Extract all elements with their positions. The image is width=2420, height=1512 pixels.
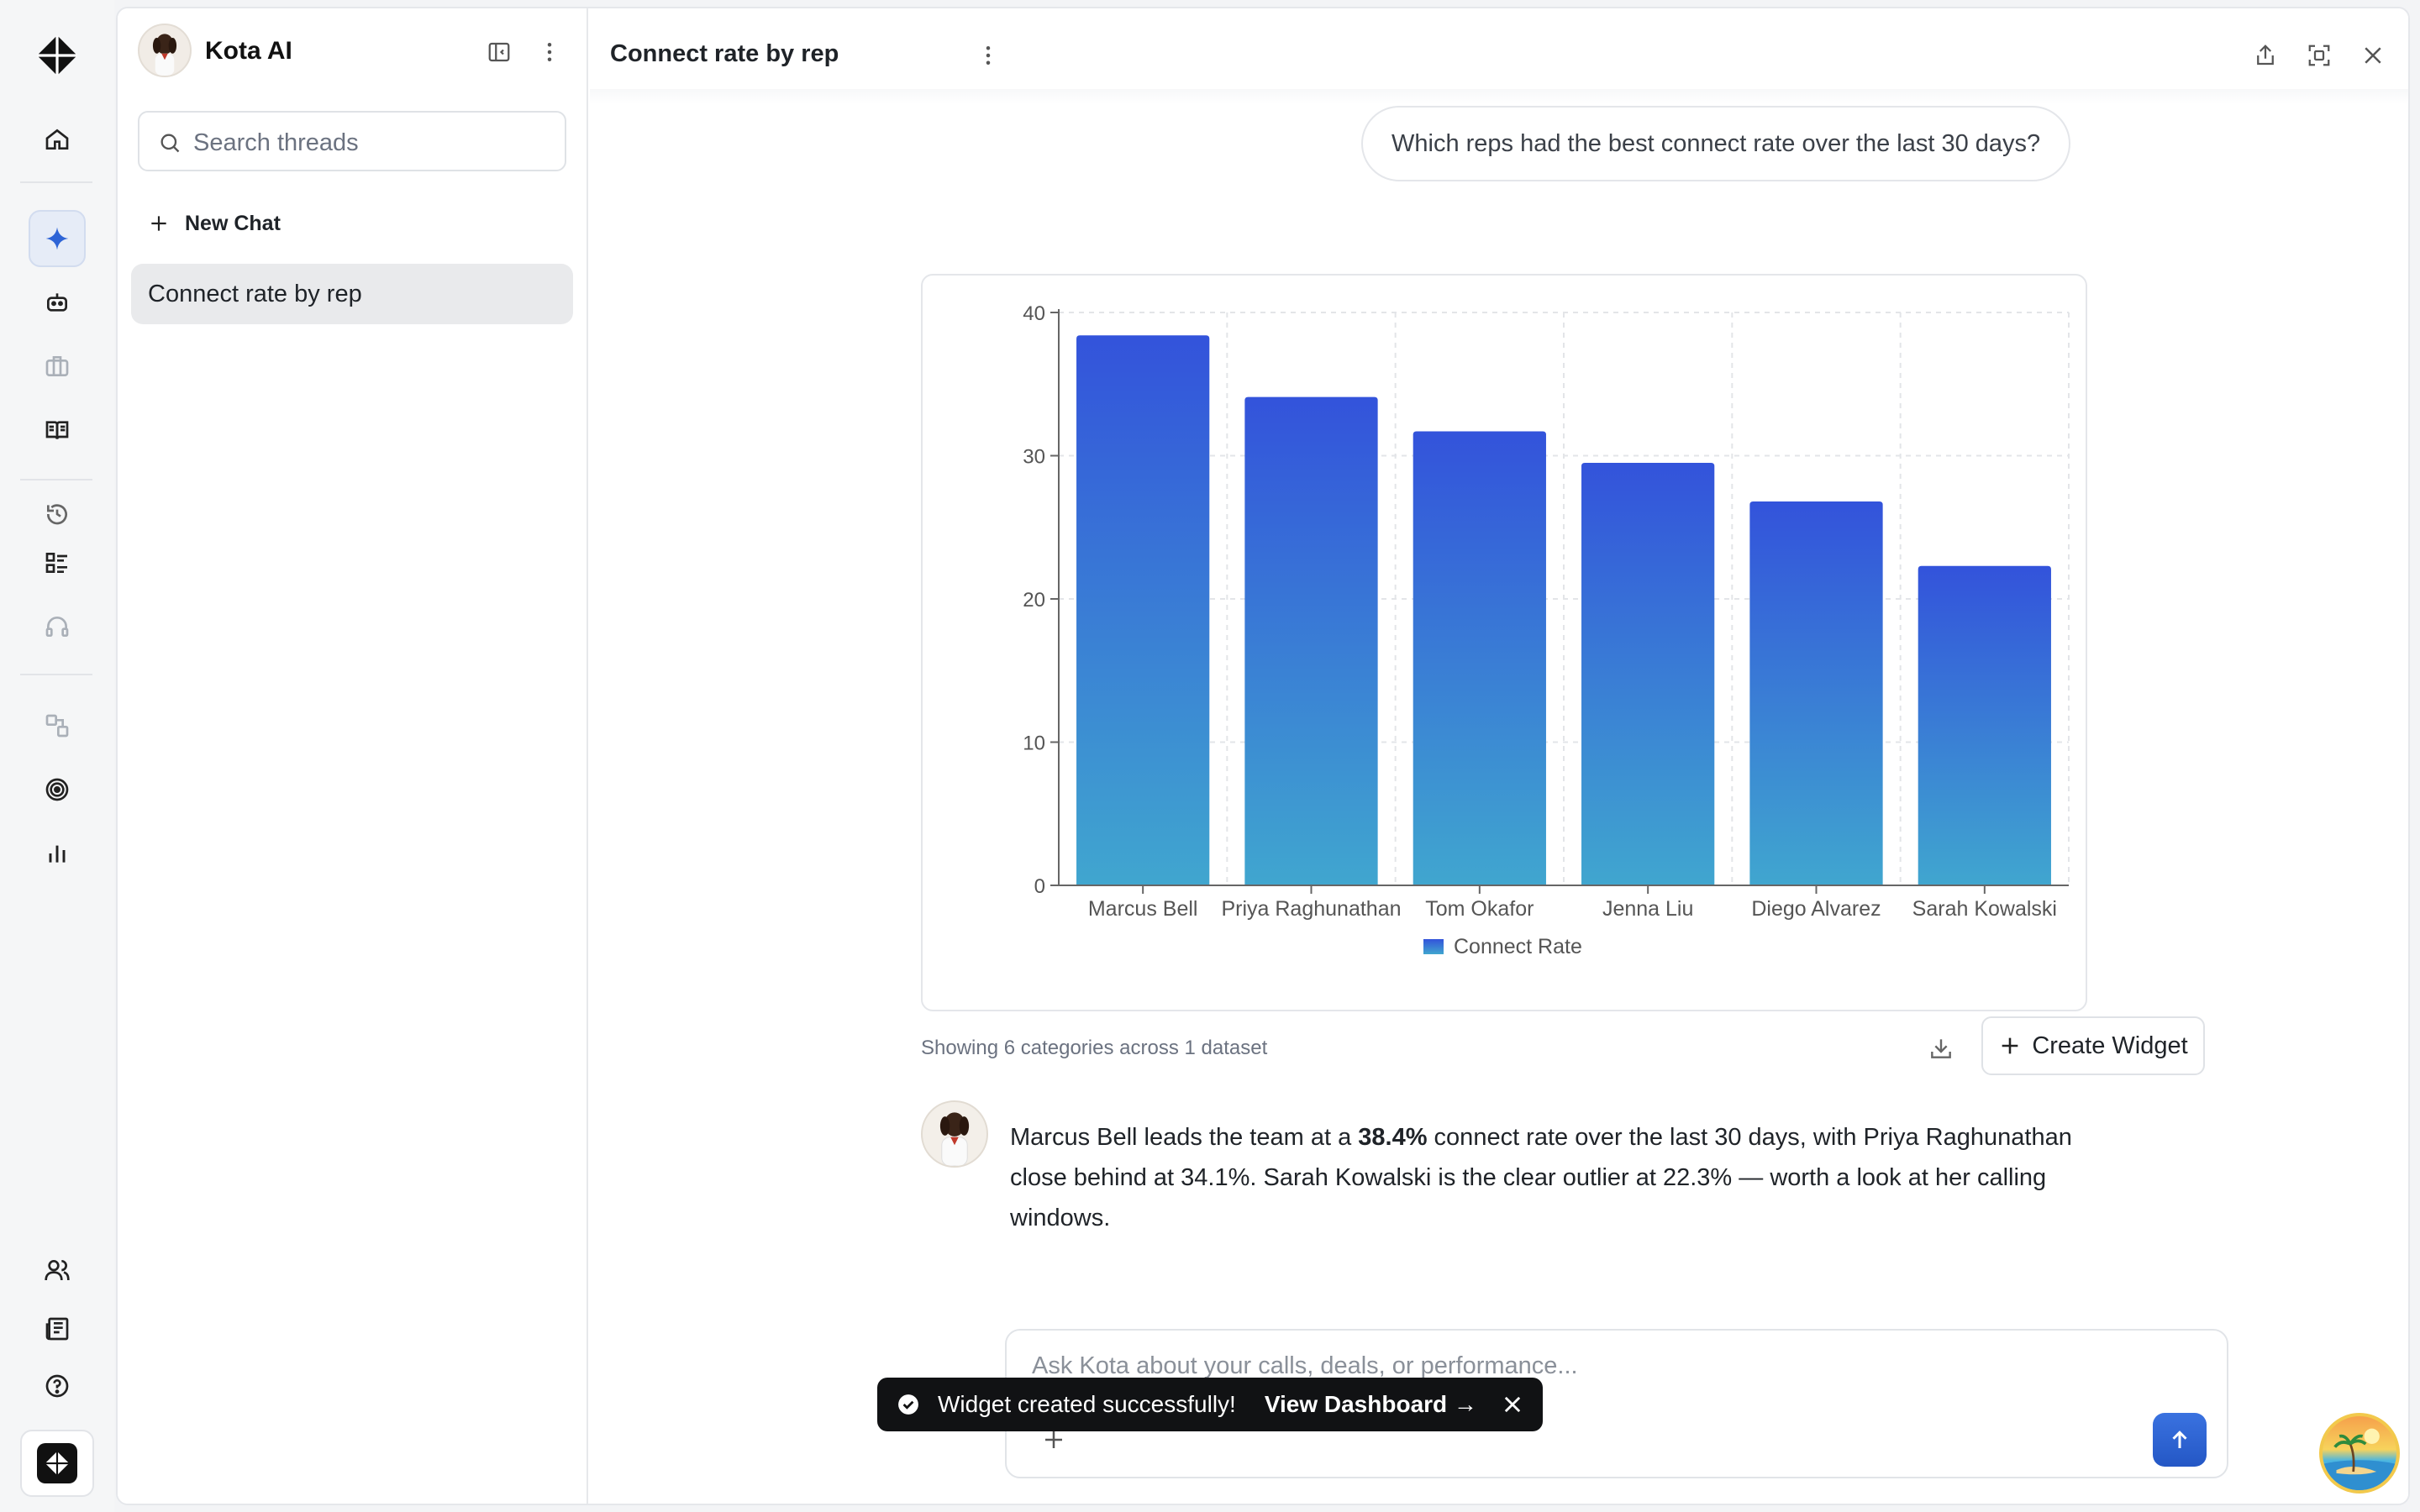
y-tick-label: 40	[1023, 302, 1045, 325]
y-tick-label: 0	[1034, 875, 1045, 898]
create-widget-label: Create Widget	[2032, 1032, 2188, 1059]
main-panel: Kota AI New Chat Connect rate by rep Con…	[116, 7, 2410, 1505]
new-chat-label: New Chat	[185, 211, 281, 235]
x-tick-label: Sarah Kowalski	[1912, 897, 2057, 921]
x-tick-label: Diego Alvarez	[1751, 897, 1881, 921]
arrow-up-icon	[2172, 1431, 2187, 1448]
collapse-sidebar-icon[interactable]	[484, 37, 514, 67]
download-icon[interactable]	[1923, 1030, 1960, 1067]
search-box	[138, 111, 566, 171]
threads-sidebar: Kota AI New Chat Connect rate by rep	[118, 8, 588, 1504]
briefcase-icon[interactable]	[29, 338, 86, 395]
x-tick-label: Jenna Liu	[1602, 897, 1693, 921]
attach-plus-icon[interactable]	[1037, 1423, 1071, 1457]
assistant-text-part: connect rate over the last 30 days, with…	[1010, 1124, 2072, 1231]
rail-divider	[20, 674, 92, 675]
assistant-text-highlight: 38.4%	[1358, 1124, 1428, 1151]
search-icon	[160, 134, 180, 153]
home-icon[interactable]	[29, 111, 86, 168]
bar-chart: 0 10 20 30 40 Marcus Bell Priya Raghunathan Tom…	[1023, 302, 2070, 958]
new-chat-button[interactable]: New Chat	[148, 203, 281, 244]
assistant-text-part: Marcus Bell leads the team at a	[1010, 1124, 1359, 1151]
chart-card: 0 10 20 30 40 Marcus Bell Priya Raghunathan Tom…	[921, 274, 2087, 1011]
rail-divider	[20, 181, 92, 183]
x-tick-label: Priya Raghunathan	[1221, 897, 1401, 921]
x-tick-label: Marcus Bell	[1088, 897, 1198, 921]
bot-icon[interactable]	[29, 274, 86, 331]
target-icon[interactable]	[29, 761, 86, 818]
create-widget-button[interactable]: Create Widget	[1981, 1016, 2205, 1075]
app-title: Kota AI	[205, 37, 292, 65]
plus-icon	[151, 216, 166, 231]
conversation-title: Connect rate by rep	[610, 40, 839, 67]
workspace-logo-icon[interactable]	[20, 1430, 94, 1497]
book-icon[interactable]	[29, 402, 86, 459]
bar-jenna-liu[interactable]	[1581, 463, 1715, 885]
sidebar-header: Kota AI	[118, 8, 588, 92]
kota-avatar	[138, 24, 192, 77]
conversation-panel: Connect rate by rep Which reps had the b…	[590, 8, 2408, 1504]
assistant-avatar	[921, 1100, 988, 1168]
y-tick-label: 30	[1023, 446, 1045, 469]
rail-divider	[20, 479, 92, 480]
user-message: Which reps had the best connect rate ove…	[1361, 106, 2071, 181]
bar-diego-alvarez[interactable]	[1749, 501, 1883, 885]
bar-chart-icon[interactable]	[29, 825, 86, 882]
x-tick-label: Tom Okafor	[1425, 897, 1534, 921]
thread-menu-icon[interactable]	[973, 40, 1003, 71]
y-tick-label: 20	[1023, 589, 1045, 612]
list-grid-icon[interactable]	[29, 534, 86, 591]
legend-label: Connect Rate	[1454, 935, 1582, 958]
chart-caption: Showing 6 categories across 1 dataset	[921, 1037, 1268, 1059]
search-input[interactable]	[193, 124, 546, 161]
send-button[interactable]	[2153, 1413, 2207, 1467]
more-vertical-icon[interactable]	[534, 37, 565, 67]
user-avatar[interactable]	[2319, 1413, 2400, 1494]
assistant-message: Marcus Bell leads the team at a 38.4% co…	[1010, 1117, 2102, 1238]
header-shadow	[590, 89, 2408, 104]
toast-notification: Widget created successfully! View Dashbo…	[877, 1378, 1543, 1431]
check-circle-icon	[898, 1394, 918, 1415]
toast-message: Widget created successfully!	[938, 1391, 1236, 1417]
bar-marcus-bell[interactable]	[1076, 335, 1210, 885]
bar-tom-okafor[interactable]	[1413, 431, 1546, 885]
help-icon[interactable]	[29, 1357, 86, 1415]
news-icon[interactable]	[29, 1300, 86, 1357]
conversation-header: Connect rate by rep	[590, 8, 2408, 92]
thread-item[interactable]: Connect rate by rep	[131, 264, 573, 324]
y-tick-label: 10	[1023, 732, 1045, 755]
view-dashboard-link[interactable]: View Dashboard →	[1264, 1391, 1477, 1417]
headset-icon[interactable]	[29, 598, 86, 655]
close-icon[interactable]	[2358, 40, 2388, 71]
bar-sarah-kowalski[interactable]	[1918, 565, 2051, 885]
app-logo-icon[interactable]	[29, 27, 86, 84]
integrations-icon[interactable]	[29, 697, 86, 754]
share-icon[interactable]	[2250, 40, 2281, 71]
ai-sparkle-icon[interactable]	[29, 210, 86, 267]
toast-close-icon[interactable]	[1501, 1393, 1524, 1416]
legend-swatch	[1423, 939, 1444, 954]
users-icon[interactable]	[29, 1242, 86, 1299]
bar-priya-raghunathan[interactable]	[1244, 396, 1378, 886]
nav-rail	[0, 0, 114, 1512]
plus-icon	[2002, 1037, 2018, 1054]
history-icon[interactable]	[29, 486, 86, 543]
fullscreen-icon[interactable]	[2304, 40, 2334, 71]
